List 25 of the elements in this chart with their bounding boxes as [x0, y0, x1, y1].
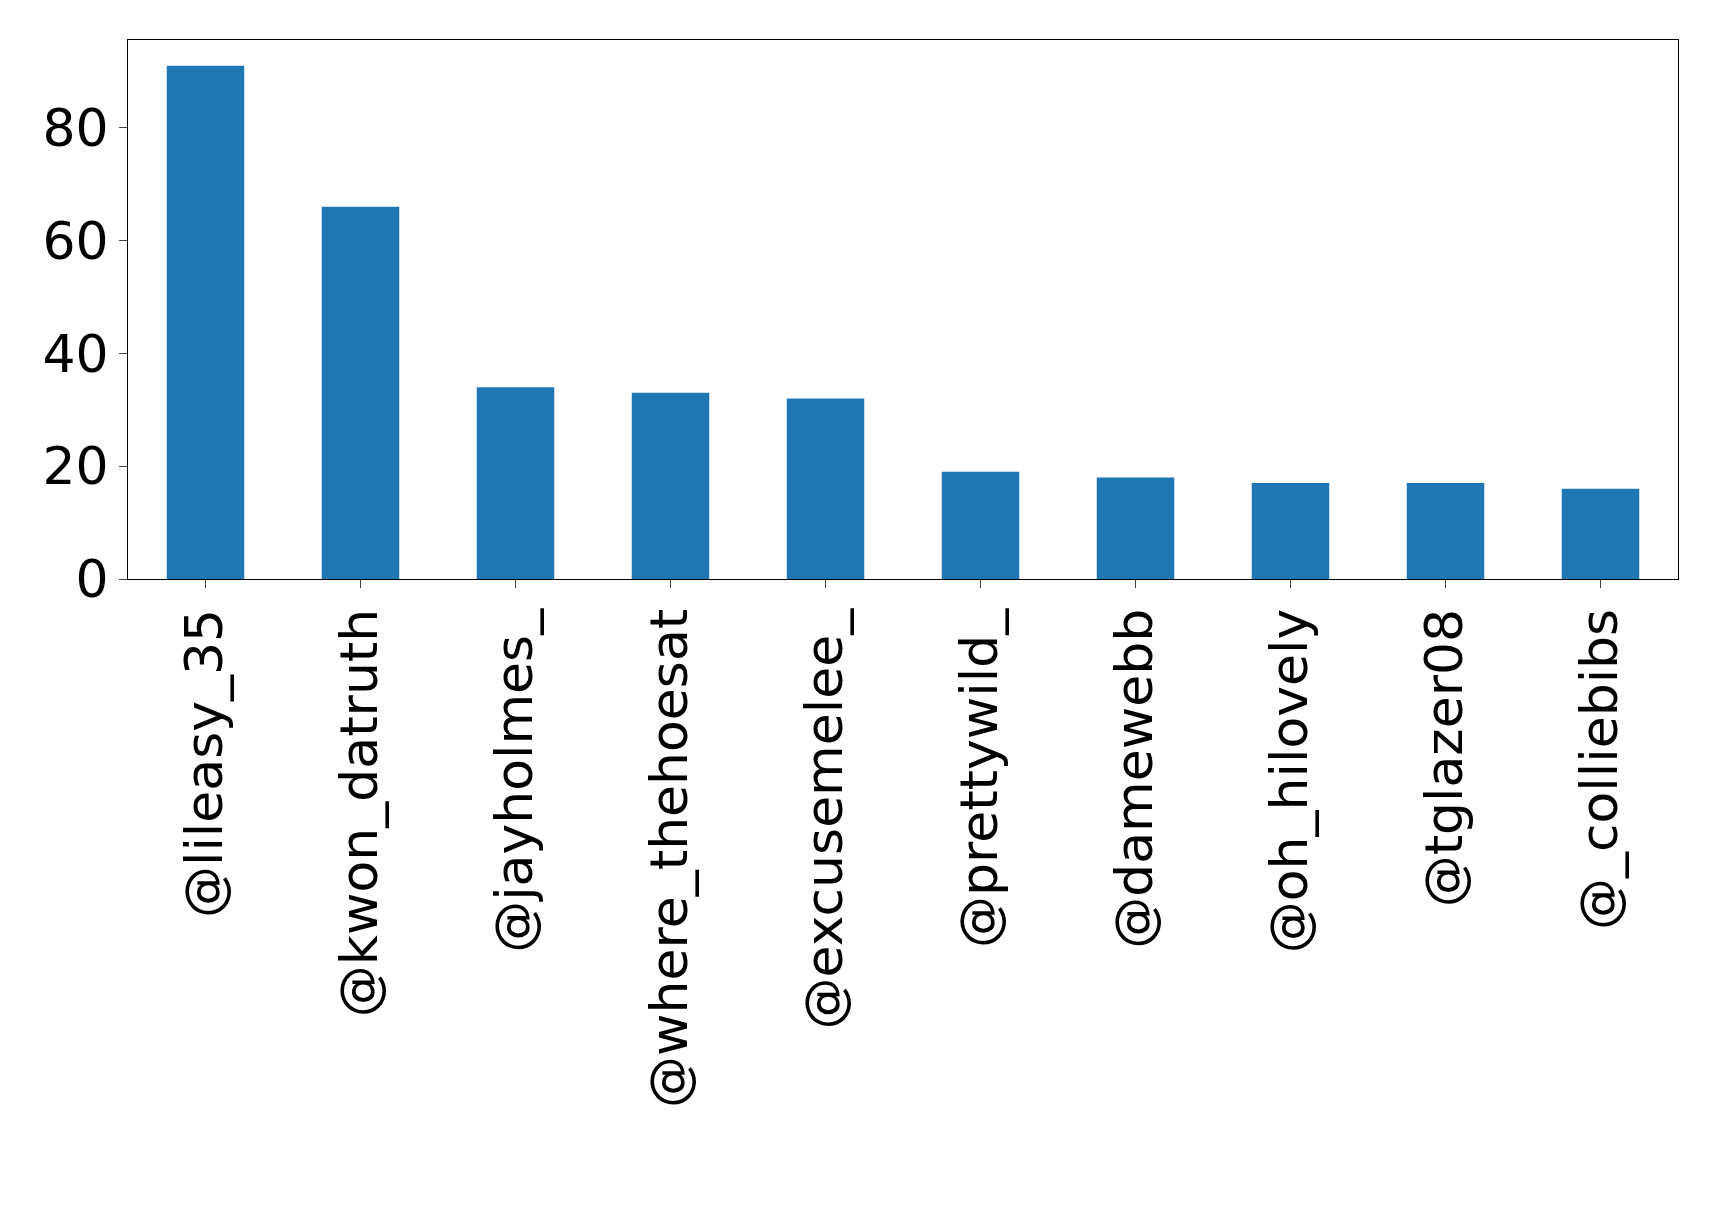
x-tick-label: @excusemelee_ — [794, 607, 855, 1030]
bar — [1251, 483, 1330, 579]
bar — [1406, 483, 1485, 579]
bar — [1561, 488, 1640, 579]
x-tick-label: @jayholmes_ — [484, 607, 545, 953]
y-tick-label: 60 — [42, 210, 109, 271]
x-tick-label: @kwon_datruth — [329, 608, 390, 1018]
x-tick-label: @oh_hilovely — [1259, 608, 1320, 954]
bar — [476, 387, 555, 579]
x-tick-label: @lileasy_35 — [174, 608, 235, 919]
y-tick-label: 20 — [42, 436, 109, 497]
y-tick-label: 40 — [42, 323, 109, 384]
y-tick-label: 80 — [42, 97, 109, 158]
x-tick-label: @_colliebibs — [1569, 608, 1630, 931]
bar — [166, 65, 245, 579]
x-tick-label: @damewebb — [1104, 608, 1165, 949]
x-tick-label: @tglazer08 — [1414, 608, 1475, 908]
x-tick-label: @prettywild_ — [949, 607, 1010, 949]
bar — [1096, 477, 1175, 579]
x-tick-label: @where_thehoesat — [639, 608, 700, 1108]
bar — [786, 398, 865, 579]
y-tick-label: 0 — [75, 549, 109, 610]
bar — [321, 206, 400, 579]
bar — [631, 392, 710, 579]
bar — [941, 471, 1020, 579]
